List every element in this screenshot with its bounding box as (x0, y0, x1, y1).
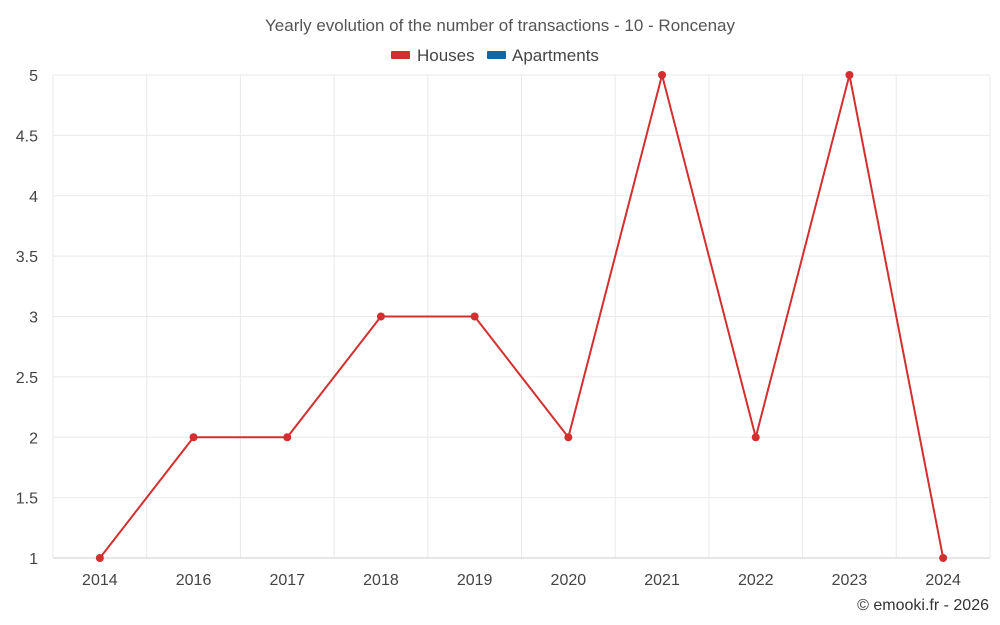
y-tick-label: 2.5 (16, 370, 38, 387)
legend-swatch-houses (391, 51, 410, 59)
legend-swatch-apartments (487, 51, 506, 59)
y-tick-label: 4 (29, 189, 38, 206)
legend-item-houses[interactable]: Houses (391, 46, 475, 65)
axes: 1 1.5 2 2.5 3 3.5 4 4.5 5 2014 2016 2017 2018 2019 202… (16, 68, 990, 589)
x-tick-label: 2020 (551, 572, 587, 589)
credit-text: © emooki.fr - 2026 (857, 597, 989, 614)
data-point-houses[interactable] (939, 554, 948, 562)
data-point-houses[interactable] (283, 433, 292, 442)
data-point-houses[interactable] (470, 312, 479, 321)
data-point-houses[interactable] (189, 433, 198, 442)
x-tick-label: 2014 (82, 572, 118, 589)
grid (52, 74, 991, 559)
data-point-houses[interactable] (845, 71, 854, 79)
x-tick-label: 2023 (832, 572, 868, 589)
chart-title: Yearly evolution of the number of transa… (265, 16, 735, 35)
y-tick-label: 4.5 (16, 128, 38, 145)
x-tick-label: 2016 (176, 572, 212, 589)
y-tick-label: 1 (29, 551, 38, 568)
legend-label-apartments: Apartments (512, 46, 599, 65)
data-point-houses[interactable] (376, 312, 385, 321)
legend-item-apartments[interactable]: Apartments (487, 46, 599, 65)
y-tick-label: 3.5 (16, 249, 38, 266)
data-point-houses[interactable] (751, 433, 760, 442)
data-point-houses[interactable] (564, 433, 573, 442)
series (95, 71, 948, 562)
x-tick-label: 2024 (925, 572, 961, 589)
x-tick-label: 2022 (738, 572, 774, 589)
x-tick-label: 2019 (457, 572, 493, 589)
legend-label-houses: Houses (417, 46, 475, 65)
series-line-houses (99, 74, 945, 559)
y-tick-label: 1.5 (16, 491, 38, 508)
y-tick-label: 5 (29, 68, 38, 85)
data-point-houses[interactable] (658, 71, 667, 79)
data-point-houses[interactable] (95, 554, 104, 562)
x-tick-label: 2018 (363, 572, 399, 589)
legend: Houses Apartments (391, 46, 599, 65)
x-tick-label: 2017 (269, 572, 305, 589)
y-tick-label: 2 (29, 430, 38, 447)
y-tick-label: 3 (29, 310, 38, 327)
x-tick-label: 2021 (644, 572, 680, 589)
